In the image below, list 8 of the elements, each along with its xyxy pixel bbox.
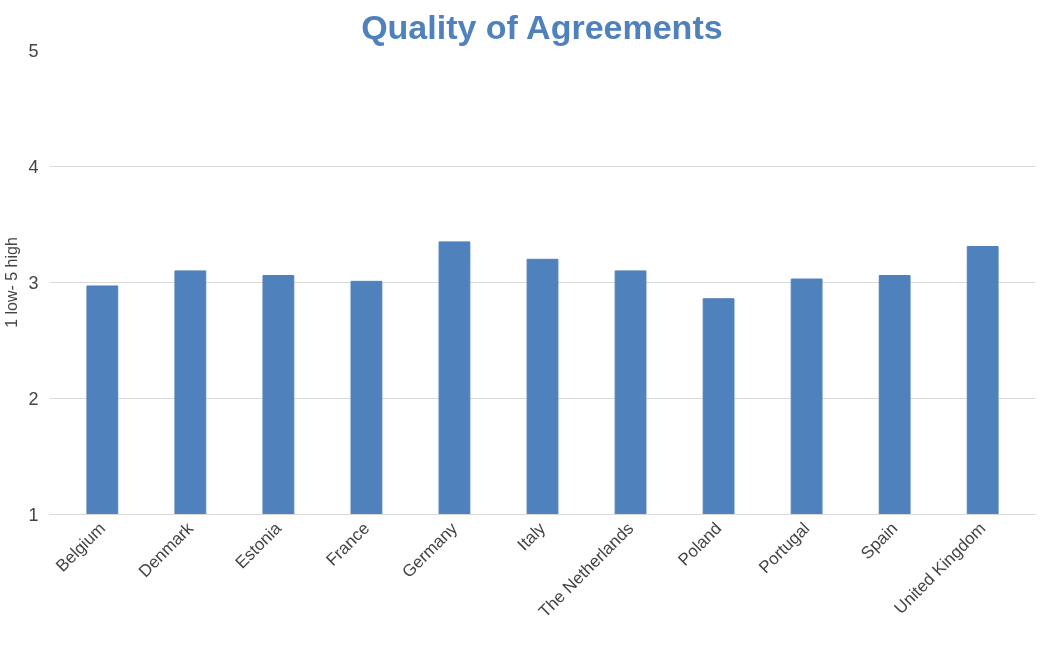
y-axis-title: 1 low- 5 high	[3, 237, 21, 328]
y-tick-label: 3	[28, 273, 39, 293]
y-tick-label: 2	[28, 389, 39, 409]
y-tick-label: 1	[28, 505, 39, 525]
y-tick-label: 4	[28, 157, 39, 177]
y-tick-label: 5	[28, 41, 39, 61]
chart-title: Quality of Agreements	[361, 7, 723, 46]
x-tick-label: Italy	[513, 518, 550, 555]
